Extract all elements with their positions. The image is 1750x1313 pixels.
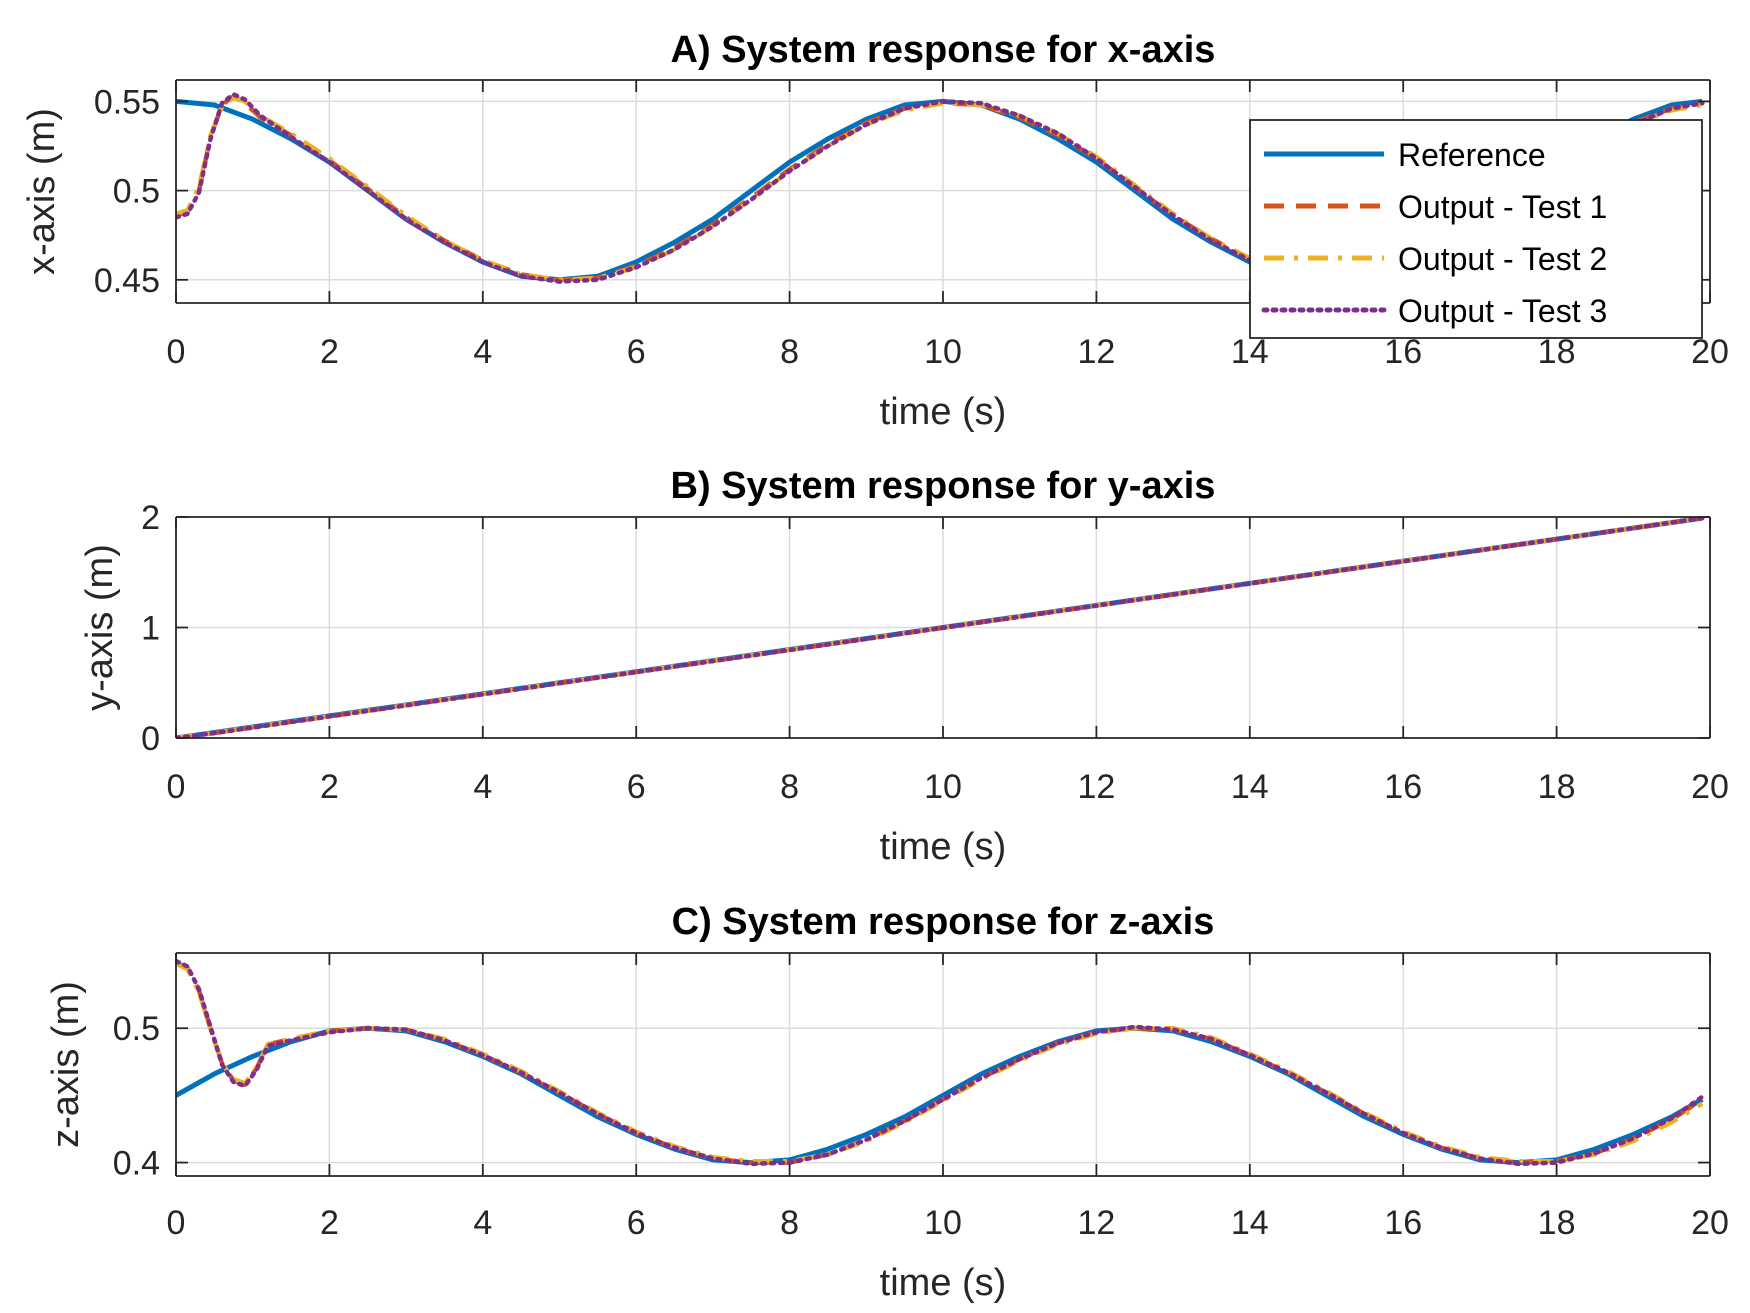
x-tick-label: 12 bbox=[1077, 1204, 1115, 1242]
chart-title: C) System response for z-axis bbox=[672, 901, 1215, 943]
y-tick-label: 2 bbox=[141, 499, 160, 537]
y-tick-label: 0.5 bbox=[113, 1010, 160, 1048]
x-tick-label: 14 bbox=[1231, 1204, 1269, 1242]
series-line-3 bbox=[176, 961, 1704, 1164]
x-axis-label: time (s) bbox=[880, 391, 1007, 433]
x-tick-label: 0 bbox=[167, 768, 186, 806]
legend-entry-2: Output - Test 1 bbox=[1398, 189, 1607, 225]
x-tick-label: 6 bbox=[627, 768, 646, 806]
x-tick-label: 0 bbox=[167, 333, 186, 371]
series-line-4 bbox=[176, 517, 1705, 738]
x-tick-label: 4 bbox=[473, 768, 492, 806]
x-tick-label: 16 bbox=[1384, 1204, 1422, 1242]
x-tick-label: 8 bbox=[780, 333, 799, 371]
x-tick-label: 10 bbox=[924, 333, 962, 371]
x-tick-label: 6 bbox=[627, 333, 646, 371]
y-axis-label: z-axis (m) bbox=[45, 981, 87, 1148]
x-tick-label: 10 bbox=[924, 768, 962, 806]
y-tick-label: 0.45 bbox=[94, 262, 160, 300]
x-tick-label: 0 bbox=[167, 1204, 186, 1242]
x-tick-label: 4 bbox=[473, 1204, 492, 1242]
x-tick-label: 10 bbox=[924, 1204, 962, 1242]
x-axis-label: time (s) bbox=[880, 826, 1007, 868]
y-tick-label: 1 bbox=[141, 610, 160, 648]
x-tick-label: 14 bbox=[1231, 333, 1269, 371]
x-axis-label: time (s) bbox=[880, 1262, 1007, 1304]
chart-panel-1: 0 2 4 6 8 10 12 14 16 18 20 0.45 0.5 0.55 A) System re… bbox=[21, 29, 1729, 433]
x-tick-label: 20 bbox=[1691, 333, 1729, 371]
x-tick-label: 6 bbox=[627, 1204, 646, 1242]
x-tick-label: 18 bbox=[1538, 768, 1576, 806]
x-tick-label: 14 bbox=[1231, 768, 1269, 806]
series-line-2 bbox=[176, 960, 1704, 1165]
series-line-1 bbox=[176, 1025, 1704, 1166]
x-tick-label: 12 bbox=[1077, 333, 1115, 371]
x-tick-label: 20 bbox=[1691, 1204, 1729, 1242]
x-tick-label: 18 bbox=[1538, 333, 1576, 371]
series-line-3 bbox=[176, 95, 1703, 283]
series-line-4 bbox=[176, 958, 1705, 1167]
legend-entry-3: Output - Test 2 bbox=[1398, 241, 1607, 277]
y-tick-label: 0.55 bbox=[94, 83, 160, 121]
y-tick-label: 0 bbox=[141, 720, 160, 758]
x-tick-label: 2 bbox=[320, 1204, 339, 1242]
x-tick-label: 12 bbox=[1077, 768, 1115, 806]
chart-title: A) System response for x-axis bbox=[671, 29, 1216, 71]
x-tick-label: 4 bbox=[473, 333, 492, 371]
y-axis-label: x-axis (m) bbox=[21, 108, 63, 275]
y-tick-label: 0.4 bbox=[113, 1145, 160, 1183]
x-tick-label: 20 bbox=[1691, 768, 1729, 806]
x-tick-label: 16 bbox=[1384, 768, 1422, 806]
chart-panel-3: 0 2 4 6 8 10 12 14 16 18 20 0.4 0.5 C) System respons… bbox=[45, 901, 1729, 1304]
x-tick-label: 16 bbox=[1384, 333, 1422, 371]
x-tick-label: 8 bbox=[780, 768, 799, 806]
legend-entry-1: Reference bbox=[1398, 137, 1546, 173]
y-tick-label: 0.5 bbox=[113, 173, 160, 211]
series-group bbox=[176, 517, 1705, 738]
chart-title: B) System response for y-axis bbox=[671, 465, 1216, 507]
y-axis-label: y-axis (m) bbox=[79, 544, 121, 711]
x-tick-label: 2 bbox=[320, 333, 339, 371]
x-tick-label: 8 bbox=[780, 1204, 799, 1242]
legend-entry-4: Output - Test 3 bbox=[1398, 293, 1607, 329]
x-tick-label: 18 bbox=[1538, 1204, 1576, 1242]
series-group bbox=[176, 958, 1705, 1167]
x-tick-label: 2 bbox=[320, 768, 339, 806]
legend: Reference Output - Test 1 Output - Test 2 O… bbox=[1249, 119, 1703, 339]
